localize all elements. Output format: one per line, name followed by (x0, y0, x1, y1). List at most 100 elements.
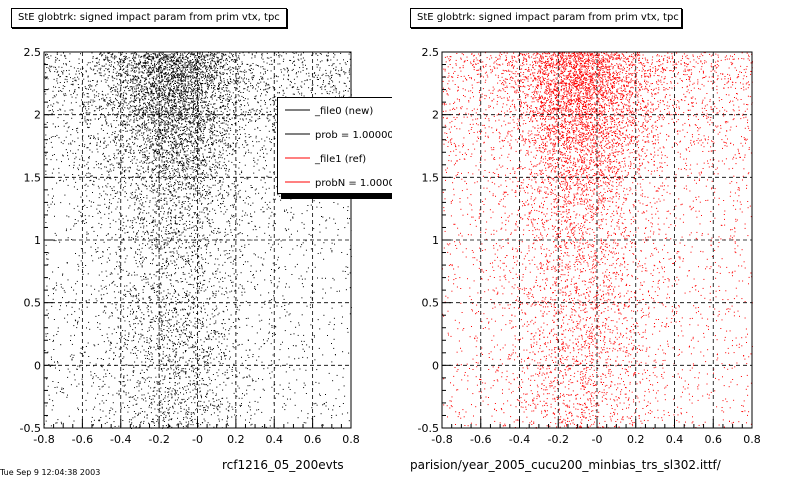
scatter-point (142, 88, 144, 90)
scatter-point (233, 150, 235, 152)
scatter-point (78, 73, 80, 75)
scatter-point (225, 62, 227, 64)
scatter-point (174, 247, 176, 249)
scatter-point (184, 52, 186, 54)
scatter-point (120, 134, 122, 136)
scatter-point (168, 313, 169, 315)
scatter-point (177, 412, 179, 414)
scatter-point (44, 350, 46, 351)
scatter-point (174, 109, 175, 111)
scatter-point (173, 75, 175, 77)
scatter-point (182, 88, 184, 90)
scatter-point (207, 83, 209, 85)
scatter-point (184, 235, 186, 237)
scatter-point (119, 105, 121, 107)
scatter-point (303, 227, 305, 229)
scatter-point (217, 268, 219, 270)
scatter-point (195, 85, 196, 87)
scatter-point (220, 92, 222, 94)
scatter-point (321, 277, 323, 279)
scatter-point (118, 394, 120, 396)
scatter-point (141, 265, 143, 267)
scatter-point (51, 358, 52, 360)
scatter-point (108, 386, 110, 388)
scatter-point (157, 316, 158, 318)
scatter-point (189, 235, 191, 237)
scatter-point (131, 396, 133, 398)
scatter-point (153, 67, 155, 68)
scatter-point (257, 65, 259, 66)
scatter-point (227, 297, 229, 299)
scatter-point (285, 404, 287, 406)
scatter-point (237, 223, 238, 225)
scatter-point (231, 53, 232, 55)
scatter-point (136, 357, 138, 359)
scatter-point (172, 405, 174, 407)
scatter-point (117, 191, 119, 193)
scatter-point (182, 164, 184, 166)
scatter-point (149, 161, 151, 163)
scatter-point (126, 192, 127, 194)
scatter-point (66, 122, 68, 124)
scatter-point (173, 369, 175, 371)
scatter-point (210, 117, 212, 119)
scatter-point (189, 60, 191, 62)
scatter-point (232, 148, 234, 150)
scatter-point (176, 368, 178, 370)
scatter-point (231, 67, 233, 69)
scatter-point (191, 94, 192, 96)
scatter-point (144, 94, 145, 96)
scatter-point (179, 220, 181, 222)
scatter-point (227, 96, 229, 98)
scatter-point (158, 92, 160, 94)
scatter-point (85, 346, 87, 347)
scatter-point (133, 152, 135, 154)
scatter-point (104, 65, 106, 67)
scatter-point (54, 215, 55, 217)
scatter-point (284, 309, 286, 310)
scatter-point (185, 261, 187, 263)
scatter-point (198, 149, 200, 151)
scatter-point (182, 103, 184, 105)
scatter-point (166, 164, 167, 165)
scatter-point (214, 71, 216, 73)
scatter-point (52, 400, 54, 402)
scatter-point (201, 87, 203, 89)
scatter-point (156, 119, 158, 121)
scatter-point (195, 62, 197, 64)
scatter-point (137, 415, 139, 416)
scatter-point (178, 84, 180, 86)
scatter-point (190, 174, 192, 176)
scatter-point (195, 353, 197, 355)
scatter-point (263, 152, 264, 154)
scatter-point (118, 317, 120, 319)
scatter-point (214, 177, 216, 179)
scatter-point (272, 116, 274, 118)
scatter-point (244, 77, 245, 79)
scatter-point (219, 71, 221, 73)
scatter-point (217, 258, 219, 260)
scatter-point (273, 104, 275, 106)
scatter-point (174, 189, 176, 191)
scatter-point (70, 65, 72, 67)
scatter-point (192, 337, 193, 339)
scatter-point (274, 198, 276, 200)
scatter-point (139, 129, 141, 131)
scatter-point (52, 109, 53, 111)
scatter-point (142, 96, 144, 97)
scatter-point (146, 355, 148, 357)
scatter-point (95, 397, 96, 399)
scatter-point (209, 131, 211, 133)
scatter-point (181, 119, 183, 121)
scatter-point (149, 107, 151, 109)
scatter-point (200, 147, 202, 149)
scatter-point (306, 305, 308, 307)
scatter-point (158, 343, 160, 345)
scatter-point (233, 194, 235, 196)
scatter-point (186, 85, 188, 87)
scatter-point (269, 119, 271, 121)
scatter-point (271, 139, 273, 140)
scatter-point (185, 183, 187, 185)
scatter-point (118, 291, 120, 293)
scatter-point (156, 97, 158, 99)
